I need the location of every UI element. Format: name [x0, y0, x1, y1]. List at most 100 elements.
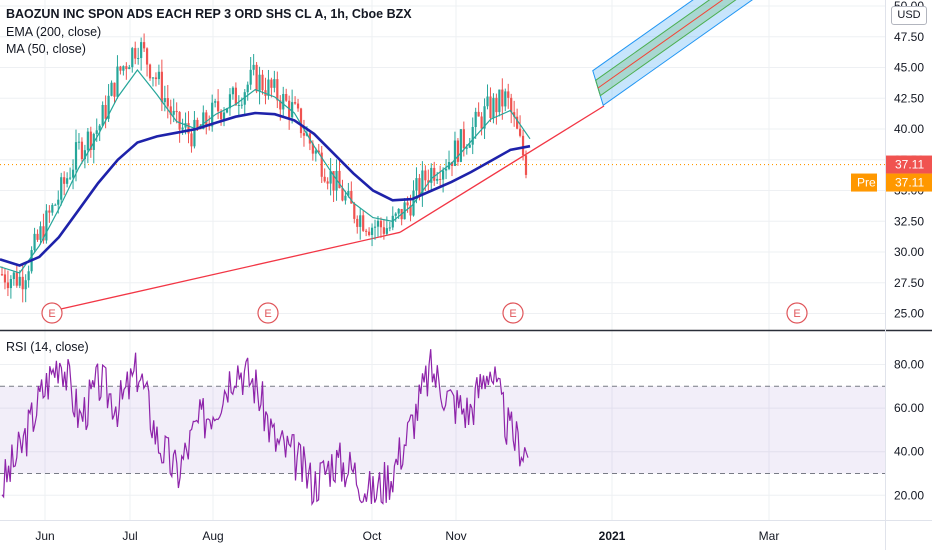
candle-body — [486, 96, 489, 107]
candle-body — [498, 89, 501, 113]
last-price-badge: 37.11 — [886, 155, 932, 174]
candle-body — [9, 279, 12, 289]
candle-body — [489, 96, 492, 119]
candle-body — [341, 188, 344, 201]
candle-body — [113, 82, 116, 97]
candle-body — [323, 176, 326, 182]
time-tick-label: 2021 — [599, 529, 626, 543]
candle-body — [86, 131, 89, 151]
price-tick-label: 45.00 — [894, 61, 924, 75]
gridlines — [0, 0, 885, 520]
candle-body — [468, 144, 471, 148]
last-price-badge-bg — [886, 155, 932, 174]
candle-body — [68, 177, 72, 179]
earnings-marker[interactable]: E — [502, 302, 524, 324]
candle-body — [332, 171, 335, 191]
candle-body — [51, 204, 54, 213]
candle-body — [415, 178, 418, 191]
candle-body — [320, 152, 323, 177]
rsi-legend: RSI (14, close) — [6, 340, 89, 354]
candle-body — [107, 95, 110, 119]
ma-50-line — [0, 69, 531, 274]
candle-body — [169, 106, 172, 115]
candle-body — [436, 178, 439, 181]
candle-body — [42, 226, 45, 241]
earnings-marker-label: E — [509, 308, 516, 320]
rsi-band-fill — [0, 386, 885, 474]
candle-body — [21, 276, 24, 290]
candle-body — [359, 215, 362, 227]
candle-body — [453, 140, 457, 166]
candle-body — [362, 215, 365, 231]
chart-title: BAOZUN INC SPON ADS EACH REP 3 ORD SHS C… — [6, 7, 412, 21]
candle-body — [504, 91, 507, 107]
premarket-price-bg — [886, 173, 932, 192]
candle-body — [128, 67, 131, 70]
time-tick-label: Nov — [445, 529, 466, 543]
candle-body — [385, 228, 388, 234]
candle-body — [406, 202, 409, 206]
candle-body — [465, 147, 468, 149]
candle-body — [54, 204, 57, 206]
candle-body — [33, 233, 36, 251]
candle-body — [409, 205, 412, 216]
rsi-tick-label: 40.00 — [894, 445, 924, 459]
earnings-marker[interactable]: E — [41, 302, 63, 324]
candle-body — [379, 220, 383, 228]
candle-body — [353, 203, 356, 219]
earnings-marker-label: E — [48, 308, 55, 320]
candle-body — [335, 170, 338, 191]
earnings-marker-circle — [257, 302, 279, 324]
candle-body — [104, 104, 107, 119]
candle-body — [57, 199, 60, 205]
earnings-marker[interactable]: E — [257, 302, 279, 324]
price-tick-label: 42.50 — [894, 91, 924, 105]
candle-body — [276, 79, 279, 101]
candle-body — [27, 271, 30, 281]
candle-body — [48, 210, 51, 213]
currency-button[interactable]: USD — [891, 6, 927, 25]
candle-body — [234, 87, 237, 106]
candle-body — [521, 135, 525, 156]
candle-body — [329, 171, 332, 184]
candle-body — [131, 48, 134, 68]
candle-body — [222, 112, 226, 120]
candle-body — [480, 116, 483, 129]
price-tick-label: 40.00 — [894, 122, 924, 136]
candle-body — [279, 100, 282, 110]
candle-body — [219, 111, 223, 120]
candle-body — [24, 280, 27, 290]
candle-body — [3, 274, 7, 283]
candle-body — [311, 143, 314, 154]
candle-body — [302, 133, 306, 136]
candle-body — [0, 274, 4, 276]
price-tick-label: 47.50 — [894, 30, 924, 44]
candle-body — [116, 66, 119, 97]
candle-body — [89, 131, 92, 150]
candle-body — [77, 141, 81, 143]
candle-body — [217, 101, 220, 112]
candle-body — [12, 272, 15, 280]
candle-body — [140, 42, 143, 59]
candle-body — [518, 128, 522, 136]
time-tick-label: Aug — [202, 529, 223, 543]
candle-body — [424, 170, 427, 181]
time-tick-label: Oct — [363, 529, 382, 543]
candle-body — [148, 64, 152, 79]
candle-body — [293, 102, 297, 104]
candle-body — [450, 161, 454, 166]
earnings-marker[interactable]: E — [786, 302, 808, 324]
candle-body — [347, 191, 350, 196]
candle-body — [296, 103, 300, 109]
earnings-marker-circle — [786, 302, 808, 324]
candle-body — [193, 119, 196, 147]
candle-body — [483, 106, 486, 129]
candle-body — [18, 276, 21, 286]
candle-body — [350, 191, 353, 204]
candle-body — [154, 77, 158, 80]
candle-body — [382, 227, 385, 234]
candle-body — [442, 170, 445, 180]
candle-body — [205, 112, 208, 126]
candle-body — [477, 111, 480, 117]
